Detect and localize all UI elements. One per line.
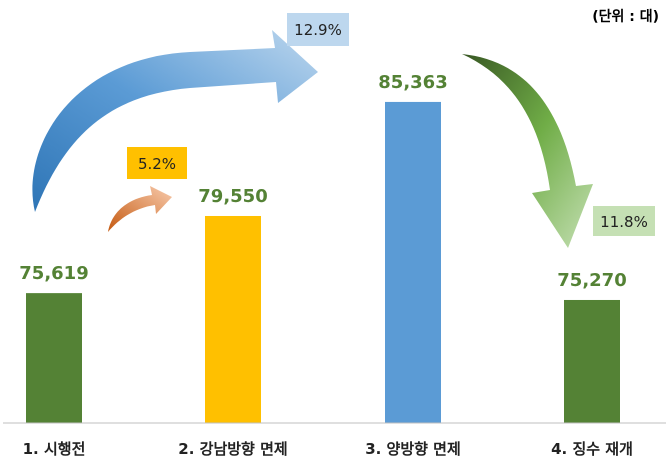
category-label-3: 3. 양방향 면제 xyxy=(365,440,461,458)
value-label-1: 75,619 xyxy=(19,263,88,284)
annotation-box-green xyxy=(593,206,655,236)
category-label-1: 1. 시행전 xyxy=(23,440,86,458)
value-label-3: 85,363 xyxy=(378,72,447,93)
arrow-orange-icon xyxy=(108,186,172,232)
category-label-4: 4. 징수 재개 xyxy=(551,440,633,458)
bar-3 xyxy=(385,101,441,424)
annotation-box-yellow xyxy=(127,147,187,179)
bar-4 xyxy=(564,299,620,423)
category-label-2: 2. 강남방향 면제 xyxy=(178,440,287,458)
annotation-12-9: 12.9% xyxy=(287,13,349,46)
arrow-blue-icon xyxy=(32,30,319,212)
unit-label: (단위 : 대) xyxy=(592,9,659,25)
annotation-text: 11.8% xyxy=(600,213,648,231)
bar-1 xyxy=(26,293,82,423)
annotation-11-8: 11.8% xyxy=(593,206,655,236)
annotation-5-2: 5.2% xyxy=(127,147,187,179)
bar-2 xyxy=(205,215,261,423)
value-label-2: 79,550 xyxy=(198,186,267,207)
bars xyxy=(26,101,620,424)
arrow-green-icon xyxy=(462,54,593,248)
annotation-text: 5.2% xyxy=(138,155,176,173)
labels: 75,619 1. 시행전 79,550 2. 강남방향 면제 85,363 3. 양방향… xyxy=(19,72,633,458)
annotation-text: 12.9% xyxy=(294,21,342,39)
annotation-box-blue xyxy=(287,13,349,46)
value-label-4: 75,270 xyxy=(557,270,626,291)
